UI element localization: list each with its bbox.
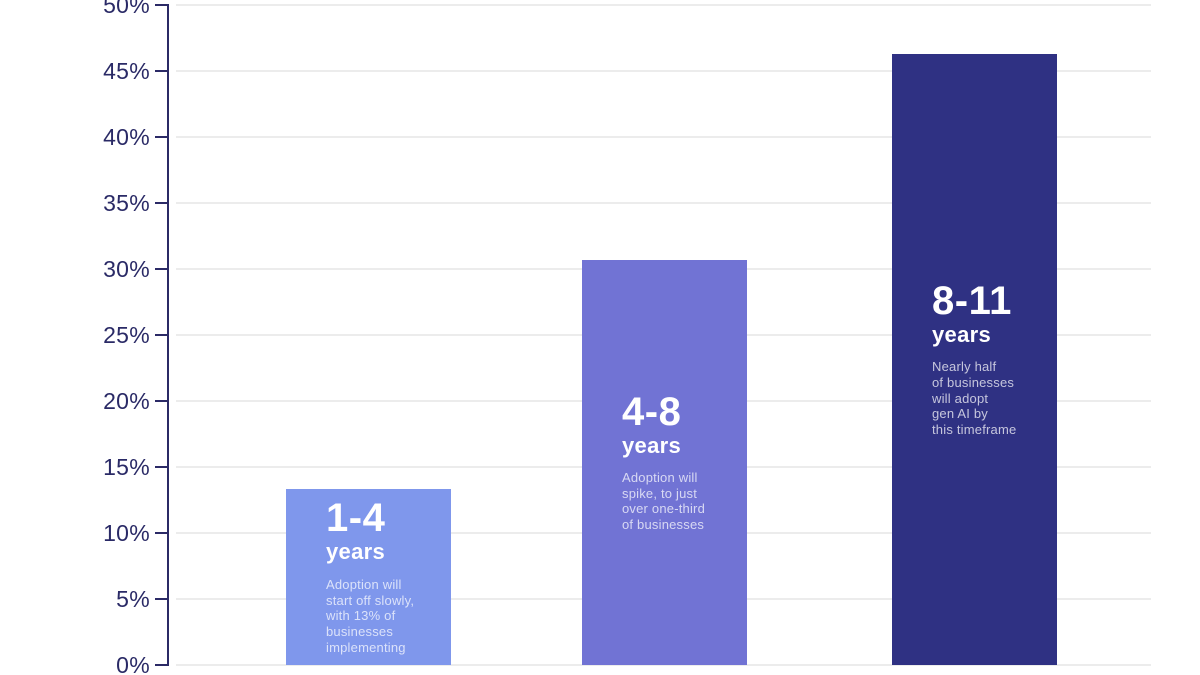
gridline [176, 664, 1151, 666]
y-axis-tick [155, 664, 168, 666]
y-axis-tick-label: 30% [103, 256, 150, 282]
bar-range-label: 4-8 [622, 389, 682, 434]
y-axis-tick [155, 136, 168, 138]
y-axis-tick [155, 598, 168, 600]
y-axis-tick-label: 20% [103, 388, 150, 414]
bar-1-4-years: 1-4 years Adoption will start off slowly, … [286, 489, 451, 665]
gridline [176, 202, 1151, 204]
gridline [176, 4, 1151, 6]
y-axis-tick [155, 532, 168, 534]
y-axis-tick [155, 202, 168, 204]
gridline [176, 136, 1151, 138]
bar-unit-label: years [622, 432, 682, 458]
y-axis-tick-label: 15% [103, 454, 150, 480]
y-axis-tick-label: 5% [116, 586, 150, 612]
y-axis-tick [155, 70, 168, 72]
bar-4-8-years: 4-8 years Adoption will spike, to just ove… [582, 259, 747, 665]
bar-unit-label: years [326, 539, 386, 565]
y-axis-tick-label: 45% [103, 58, 150, 84]
bar-unit-label: years [932, 321, 992, 347]
bar-range-label: 8-11 [932, 278, 1012, 323]
bar-description: Nearly half of businesses will adopt gen… [932, 358, 1017, 438]
y-axis-tick [155, 466, 168, 468]
y-axis-tick [155, 400, 168, 402]
y-axis-tick-label: 10% [103, 520, 150, 546]
y-axis-tick-label: 50% [103, 0, 150, 18]
y-axis-tick [155, 334, 168, 336]
y-axis-tick-label: 25% [103, 322, 150, 348]
y-axis-tick-label: 40% [103, 124, 150, 150]
y-axis-tick-label: 35% [103, 190, 150, 216]
bar-description: Adoption will start off slowly, with 13%… [326, 576, 415, 656]
y-axis-tick [155, 4, 168, 6]
bar-8-11-years: 8-11 years Nearly half of businesses will … [892, 53, 1057, 665]
y-axis-line [167, 4, 169, 666]
y-axis-tick [155, 268, 168, 270]
bar-description: Adoption will spike, to just over one-th… [622, 469, 706, 533]
y-axis-tick-label: 0% [116, 652, 150, 675]
bar-range-label: 1-4 [326, 496, 386, 541]
gridline [176, 70, 1151, 72]
